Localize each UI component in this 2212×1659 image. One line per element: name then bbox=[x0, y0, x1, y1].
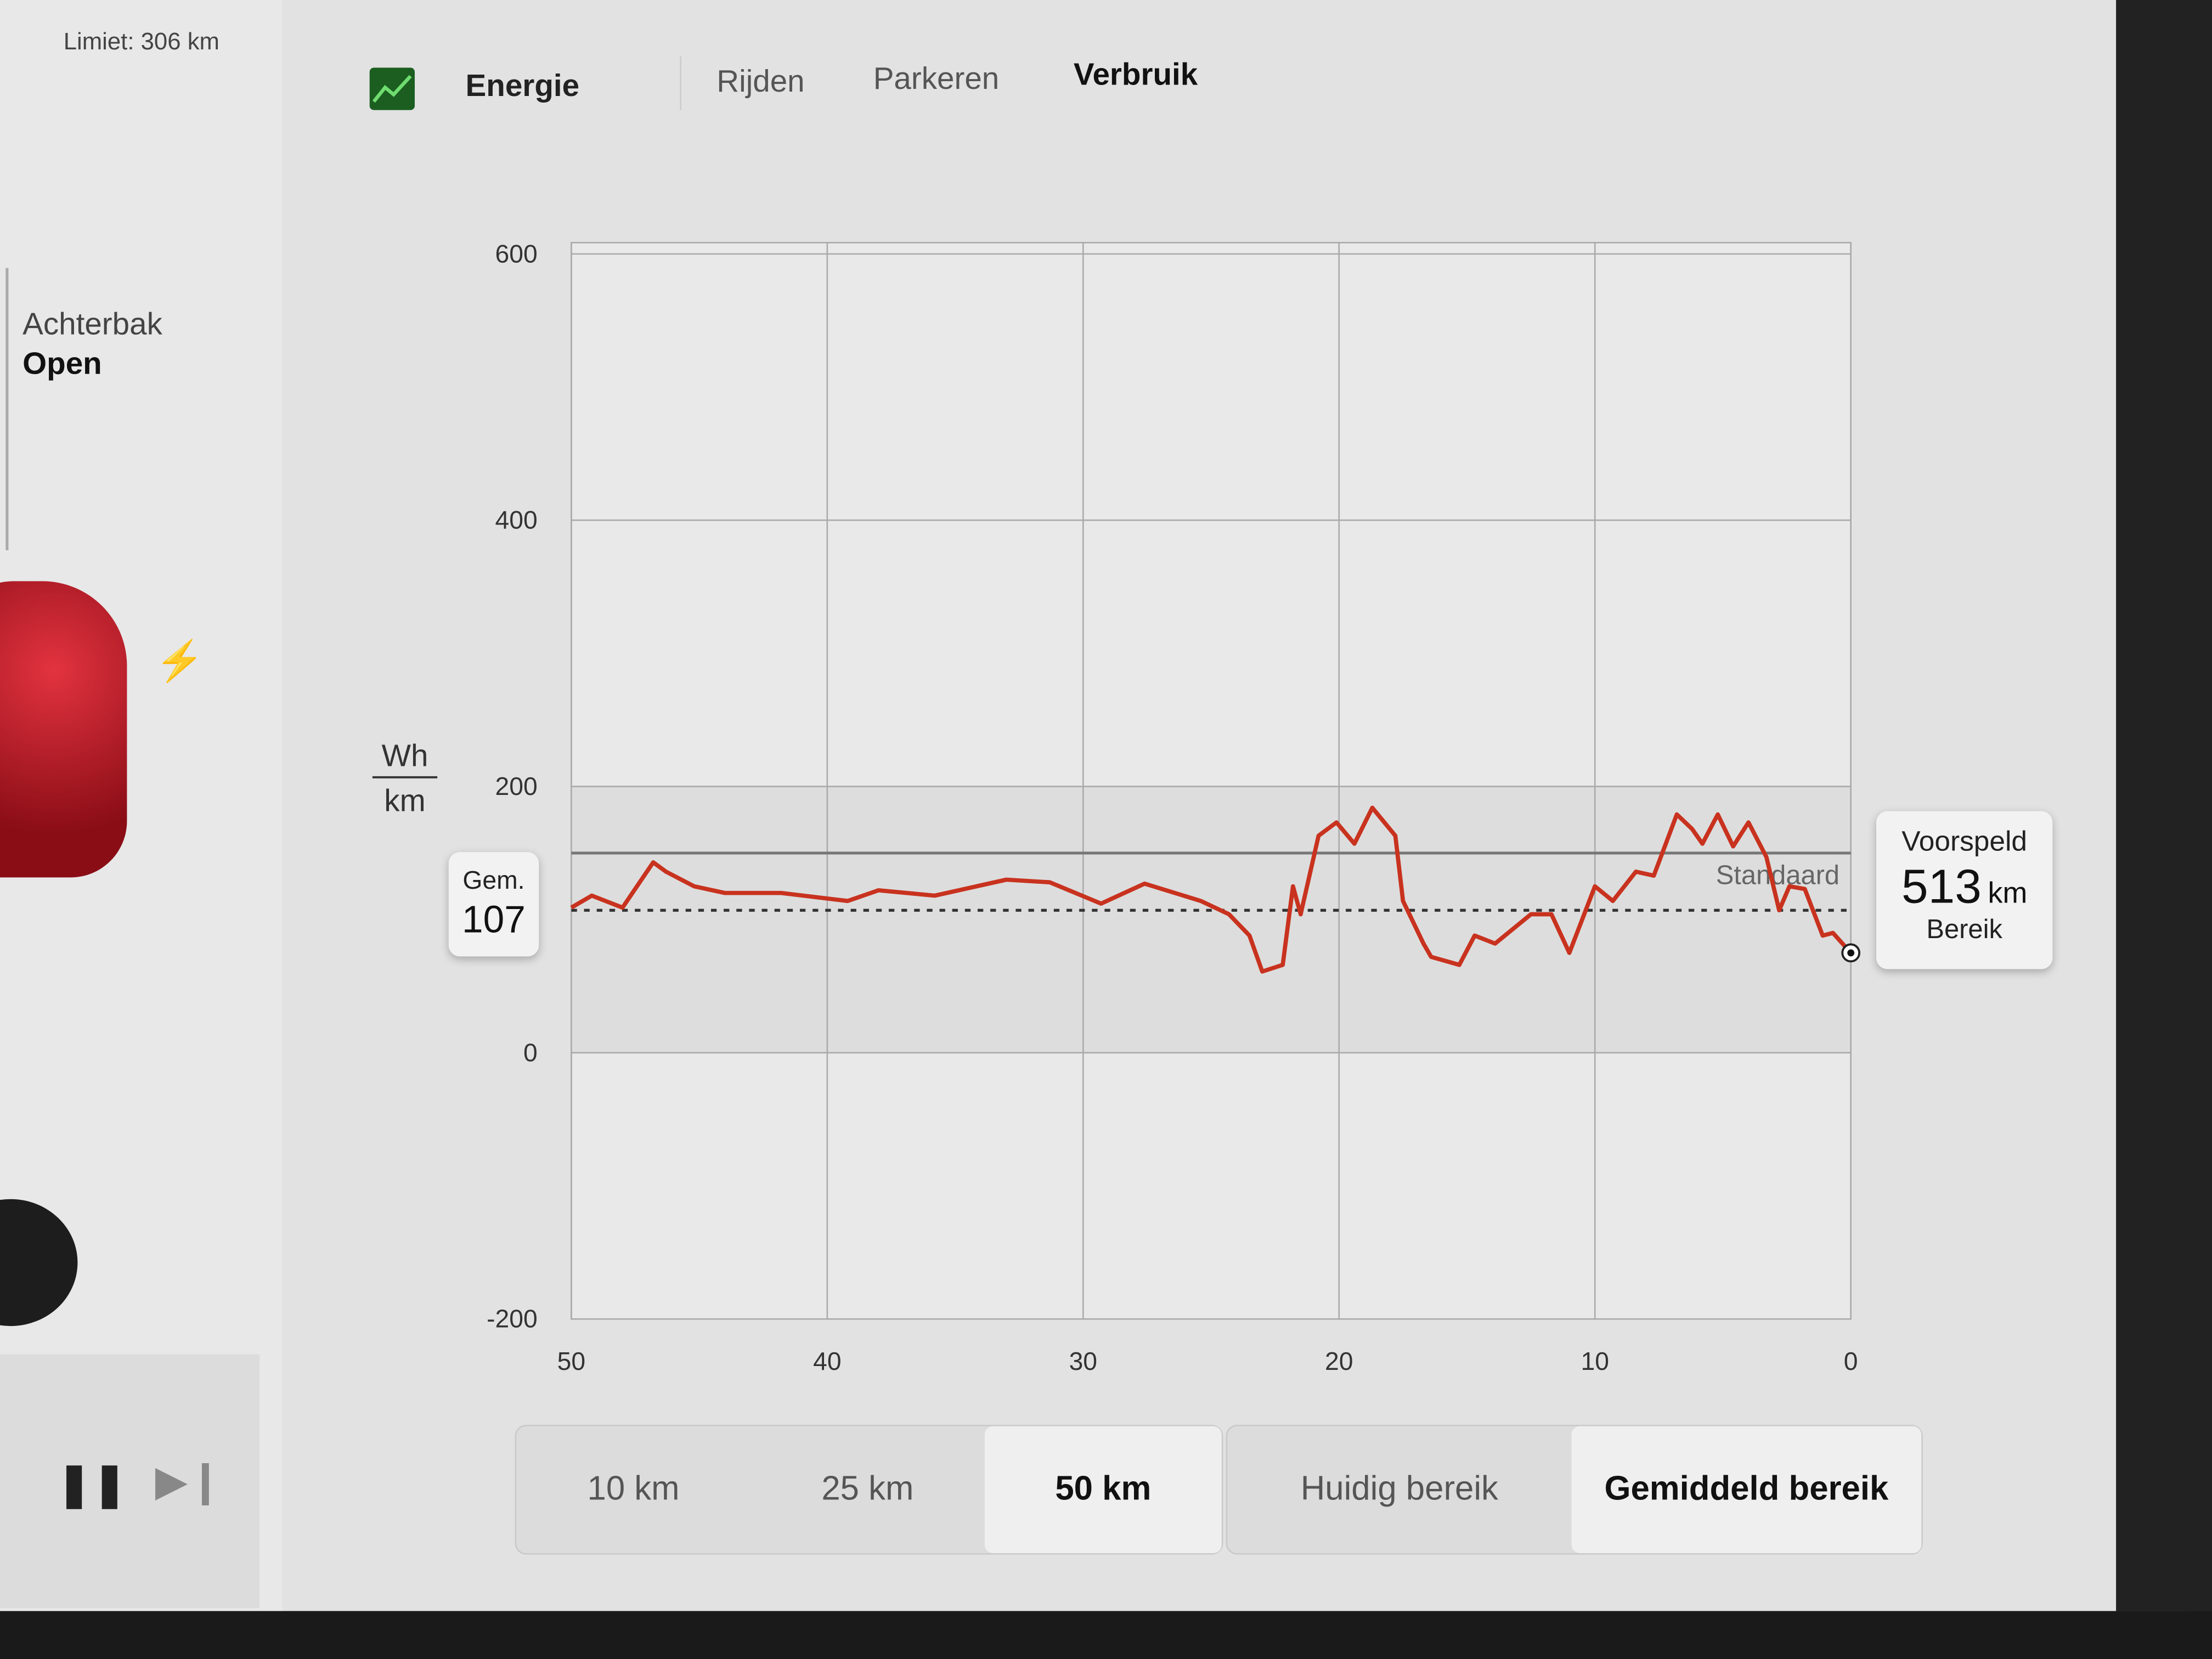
current-range-button[interactable]: Huidig bereik bbox=[1300, 1470, 1498, 1508]
average-range-button[interactable]: Gemiddeld bereik bbox=[1571, 1426, 1922, 1554]
x-tick-label: 20 bbox=[1325, 1347, 1353, 1375]
x-tick-label: 30 bbox=[1069, 1347, 1097, 1375]
range-25km-button[interactable]: 25 km bbox=[821, 1470, 914, 1508]
y-unit-bottom: km bbox=[384, 783, 425, 818]
vehicle-panel: Limiet: 306 km Achterbak Open ⚡ ❚❚ ▶❙ bbox=[0, 0, 283, 1611]
charge-bolt-icon: ⚡ bbox=[155, 639, 205, 683]
plot-area bbox=[571, 241, 1852, 1320]
trunk-state: Open bbox=[22, 345, 102, 381]
distance-selector: 10 km 25 km 50 km bbox=[515, 1425, 1223, 1555]
x-tick-label: 10 bbox=[1581, 1347, 1609, 1375]
energy-graph-icon bbox=[369, 67, 415, 110]
average-label: Gem. bbox=[462, 866, 525, 895]
trunk-status[interactable]: Achterbak Open bbox=[22, 304, 162, 383]
average-callout: Gem. 107 bbox=[448, 852, 539, 957]
y-tick-label: 0 bbox=[523, 1038, 538, 1066]
bezel bbox=[2116, 0, 2212, 1611]
tab-divider bbox=[680, 56, 681, 110]
y-tick-label: 200 bbox=[495, 772, 538, 800]
divider bbox=[5, 268, 9, 550]
screen: Limiet: 306 km Achterbak Open ⚡ ❚❚ ▶❙ En… bbox=[0, 0, 2190, 1611]
x-tick-label: 40 bbox=[813, 1347, 841, 1375]
tab-verbruik[interactable]: Verbruik bbox=[1073, 56, 1198, 92]
y-tick-label: -200 bbox=[487, 1305, 538, 1333]
car-image bbox=[0, 581, 127, 878]
range-10km-button[interactable]: 10 km bbox=[587, 1470, 680, 1508]
y-tick-label: 600 bbox=[495, 239, 538, 268]
tab-rijden[interactable]: Rijden bbox=[716, 63, 805, 99]
consumption-chart: 50 40 30 20 10 0 600 400 200 0 -200 Wh km Standaard bbox=[372, 239, 1861, 1375]
y-tick-label: 400 bbox=[495, 506, 538, 534]
projected-label: Voorspeld bbox=[1901, 826, 2028, 858]
tab-parkeren[interactable]: Parkeren bbox=[873, 60, 1000, 96]
average-value: 107 bbox=[462, 898, 526, 941]
media-controls bbox=[0, 1354, 260, 1609]
skip-next-icon[interactable]: ▶❙ bbox=[155, 1458, 223, 1505]
range-50km-button[interactable]: 50 km bbox=[984, 1426, 1222, 1554]
tab-energie[interactable]: Energie bbox=[465, 67, 580, 103]
projected-sub: Bereik bbox=[1926, 915, 2002, 945]
projected-value: 513 bbox=[1901, 860, 1982, 915]
projected-unit: km bbox=[1988, 877, 2028, 910]
charge-limit: Limiet: 306 km bbox=[63, 28, 219, 55]
pause-icon[interactable]: ❚❚ bbox=[56, 1461, 128, 1508]
x-tick-label: 50 bbox=[557, 1347, 585, 1375]
band-0-200 bbox=[571, 786, 1851, 1053]
trunk-label: Achterbak bbox=[22, 306, 162, 342]
current-position-dot bbox=[1847, 949, 1855, 957]
projected-range-callout: Voorspeld 513 km Bereik bbox=[1876, 811, 2053, 969]
standard-label: Standaard bbox=[1716, 860, 1839, 890]
range-mode-selector: Huidig bereik Gemiddeld bereik bbox=[1226, 1425, 1923, 1555]
x-tick-label: 0 bbox=[1844, 1347, 1858, 1375]
y-unit-top: Wh bbox=[382, 738, 428, 772]
